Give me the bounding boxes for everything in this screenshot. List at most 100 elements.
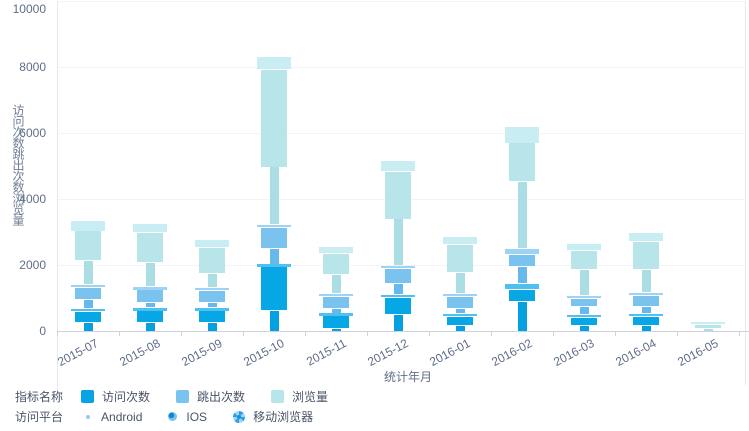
bar-segment[interactable]: [443, 293, 477, 296]
bar-segment[interactable]: [509, 254, 535, 266]
bar-segment[interactable]: [331, 328, 341, 331]
bar-segment[interactable]: [75, 231, 101, 261]
bar-segment[interactable]: [447, 317, 473, 325]
bar-segment[interactable]: [443, 314, 477, 317]
legend-item-metric[interactable]: 跳出次数: [176, 388, 245, 405]
legend-item-metric[interactable]: 访问次数: [81, 388, 150, 405]
bar-segment[interactable]: [695, 325, 721, 329]
bar-segment[interactable]: [323, 296, 349, 309]
bar-segment[interactable]: [133, 308, 167, 311]
bar-segment[interactable]: [137, 232, 163, 262]
bar-segment[interactable]: [83, 322, 93, 331]
legend-item-metric[interactable]: 浏览量: [271, 388, 328, 405]
bar-segment[interactable]: [269, 311, 279, 331]
bar-segment[interactable]: [385, 171, 411, 219]
bar-segment[interactable]: [257, 224, 291, 228]
bar-segment[interactable]: [571, 318, 597, 325]
bar-segment[interactable]: [567, 244, 601, 250]
bar-segment[interactable]: [319, 293, 353, 296]
bar-segment[interactable]: [385, 268, 411, 284]
bar-segment[interactable]: [509, 143, 535, 181]
bar-segment[interactable]: [571, 250, 597, 269]
bar-segment[interactable]: [381, 265, 415, 268]
bar-segment[interactable]: [393, 219, 403, 265]
bar-segment[interactable]: [633, 296, 659, 306]
bar-segment[interactable]: [629, 313, 663, 317]
bar-segment[interactable]: [83, 261, 93, 285]
bar-segment[interactable]: [331, 308, 341, 313]
bar-segment[interactable]: [199, 247, 225, 274]
bar-segment[interactable]: [579, 269, 589, 295]
bar-segment[interactable]: [447, 296, 473, 309]
bar-segment[interactable]: [443, 237, 477, 244]
bar-segment[interactable]: [83, 299, 93, 309]
bar-segment[interactable]: [207, 274, 217, 287]
bar-segment[interactable]: [703, 329, 713, 331]
bar-segment[interactable]: [207, 302, 217, 308]
bar-segment[interactable]: [71, 309, 105, 312]
bar-segment[interactable]: [75, 312, 101, 322]
bar-segment[interactable]: [75, 288, 101, 299]
bar-segment[interactable]: [567, 295, 601, 298]
bar-segment[interactable]: [261, 228, 287, 248]
bar-segment[interactable]: [257, 57, 291, 69]
bar-segment[interactable]: [455, 272, 465, 293]
bar-segment[interactable]: [455, 325, 465, 331]
bar-segment[interactable]: [517, 301, 527, 331]
bar-segment[interactable]: [261, 267, 287, 311]
bar-segment[interactable]: [261, 69, 287, 167]
bar-segment[interactable]: [381, 161, 415, 171]
bar-segment[interactable]: [71, 285, 105, 288]
bar-segment[interactable]: [145, 262, 155, 287]
bar-segment[interactable]: [137, 311, 163, 322]
bar-segment[interactable]: [137, 290, 163, 302]
bar-segment[interactable]: [629, 293, 663, 296]
bar-segment[interactable]: [691, 322, 725, 325]
bar-segment[interactable]: [629, 232, 663, 242]
bar-segment[interactable]: [579, 306, 589, 315]
bar-segment[interactable]: [641, 270, 651, 293]
bar-segment[interactable]: [195, 287, 229, 290]
bar-segment[interactable]: [505, 249, 539, 254]
bar-segment[interactable]: [381, 294, 415, 297]
bar-segment[interactable]: [195, 308, 229, 311]
bar-segment[interactable]: [331, 274, 341, 293]
bar-segment[interactable]: [257, 264, 291, 267]
bar-segment[interactable]: [517, 266, 527, 284]
bar-segment[interactable]: [567, 315, 601, 318]
legend-item-platform[interactable]: 移动浏览器: [233, 408, 313, 425]
bar-segment[interactable]: [579, 325, 589, 331]
bar-segment[interactable]: [393, 315, 403, 331]
bar-segment[interactable]: [393, 284, 403, 294]
bar-segment[interactable]: [269, 248, 279, 264]
bar-segment[interactable]: [505, 284, 539, 289]
bar-segment[interactable]: [455, 308, 465, 314]
bar-segment[interactable]: [133, 223, 167, 232]
bar-segment[interactable]: [145, 302, 155, 308]
bar-segment[interactable]: [633, 242, 659, 270]
bar-segment[interactable]: [505, 126, 539, 143]
bar-segment[interactable]: [207, 322, 217, 331]
bar-segment[interactable]: [145, 322, 155, 331]
bar-segment[interactable]: [269, 167, 279, 225]
bar-segment[interactable]: [641, 306, 651, 313]
bar-segment[interactable]: [509, 289, 535, 301]
bar-segment[interactable]: [133, 287, 167, 290]
bar-segment[interactable]: [195, 239, 229, 248]
legend-swatch-icon: [271, 390, 285, 403]
bar-segment[interactable]: [447, 244, 473, 272]
bar-segment[interactable]: [199, 290, 225, 303]
bar-segment[interactable]: [571, 298, 597, 307]
bar-segment[interactable]: [71, 221, 105, 231]
bar-segment[interactable]: [199, 311, 225, 322]
bar-segment[interactable]: [323, 316, 349, 328]
bar-segment[interactable]: [641, 325, 651, 331]
legend-item-platform[interactable]: IOS: [168, 410, 207, 424]
legend-item-platform[interactable]: Android: [81, 410, 142, 424]
bar-segment[interactable]: [517, 181, 527, 249]
bar-segment[interactable]: [319, 313, 353, 316]
bar-segment[interactable]: [323, 253, 349, 274]
bar-segment[interactable]: [633, 316, 659, 325]
bar-segment[interactable]: [385, 297, 411, 315]
bar-segment[interactable]: [319, 246, 353, 254]
